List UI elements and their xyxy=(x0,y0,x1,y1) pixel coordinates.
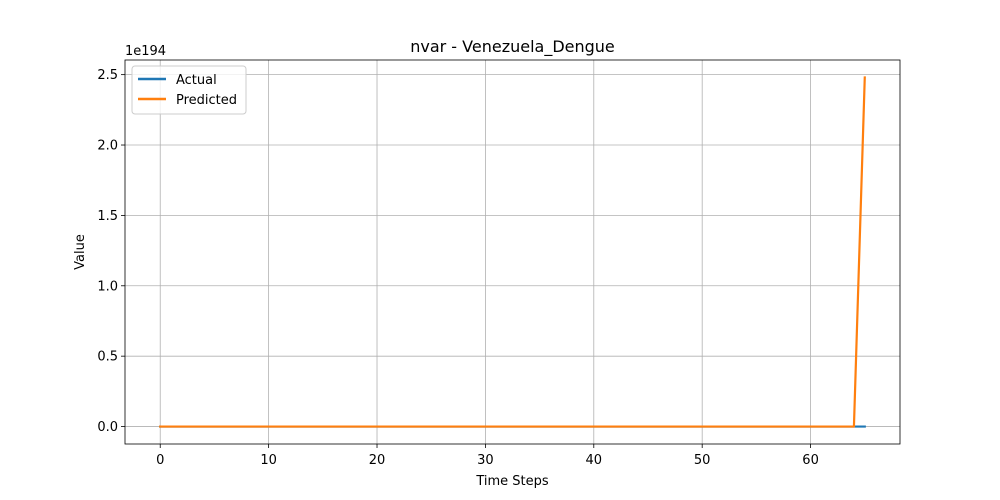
y-tick-label: 0.5 xyxy=(97,350,118,365)
x-axis-label: Time Steps xyxy=(475,474,549,489)
y-axis-label: Value xyxy=(73,234,88,270)
series-layer xyxy=(159,76,866,428)
y-tick-label: 1.5 xyxy=(97,209,118,224)
chart-title: nvar - Venezuela_Dengue xyxy=(410,37,615,57)
x-tick-label: 40 xyxy=(586,453,603,468)
y-tick-label: 1.0 xyxy=(97,279,118,294)
x-tick-label: 0 xyxy=(156,453,164,468)
series-line-predicted xyxy=(159,76,866,428)
x-tick-label: 20 xyxy=(369,453,386,468)
plot-frame xyxy=(124,59,901,445)
y-offset-label: 1e194 xyxy=(125,44,166,59)
legend-label-actual: Actual xyxy=(176,73,217,88)
x-tick-label: 60 xyxy=(802,453,819,468)
legend-label-predicted: Predicted xyxy=(176,93,237,108)
y-tick-label: 2.0 xyxy=(97,139,118,154)
y-tick-label: 2.5 xyxy=(97,68,118,83)
legend: Actual Predicted xyxy=(131,65,247,115)
x-tick-label: 30 xyxy=(477,453,494,468)
grid-layer xyxy=(125,60,900,444)
x-tick-label: 10 xyxy=(260,453,277,468)
y-tick-label: 0.0 xyxy=(97,420,118,435)
ticks-layer: 0 10 20 30 40 50 60 0.0 0.5 1.0 1.5 2.0 2.5 xyxy=(97,68,819,468)
x-tick-label: 50 xyxy=(694,453,711,468)
